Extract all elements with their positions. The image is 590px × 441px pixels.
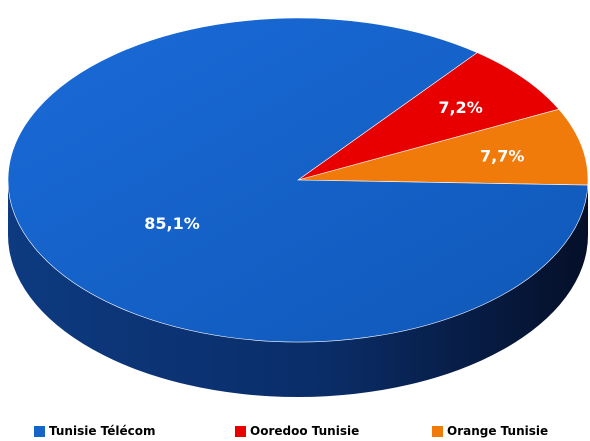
- legend-swatch: [432, 425, 443, 437]
- legend-label: Tunisie Télécom: [49, 424, 156, 438]
- chart-legend: Tunisie Télécom Ooredoo Tunisie Orange Tun…: [0, 422, 590, 440]
- legend-label: Orange Tunisie: [447, 424, 549, 438]
- pie-slice-ooredoo-tunisie: [297, 52, 560, 181]
- data-label-tunisie-t-l-com: 85,1%: [144, 214, 200, 233]
- legend-label: Ooredoo Tunisie: [250, 424, 360, 438]
- pie-data-labels: 7,7% 7,2% 85,1%: [144, 98, 524, 233]
- pie-side-wall: [8, 180, 588, 397]
- pie-slice-orange-tunisie: [297, 108, 589, 186]
- pie-depth-side: [8, 180, 588, 397]
- data-label-orange-tunisie: 7,7%: [480, 147, 524, 166]
- pie-slices: [7, 17, 589, 343]
- legend-swatch: [34, 425, 45, 437]
- legend-item-tunisie-t-l-com: Tunisie Télécom: [34, 422, 155, 440]
- data-label-ooredoo-tunisie: 7,2%: [438, 98, 482, 117]
- pie-slice-tunisie-t-l-com: [7, 17, 589, 343]
- legend-item-orange-tunisie: Orange Tunisie: [432, 422, 548, 440]
- legend-swatch: [235, 425, 246, 437]
- legend-item-ooredoo-tunisie: Ooredoo Tunisie: [235, 422, 359, 440]
